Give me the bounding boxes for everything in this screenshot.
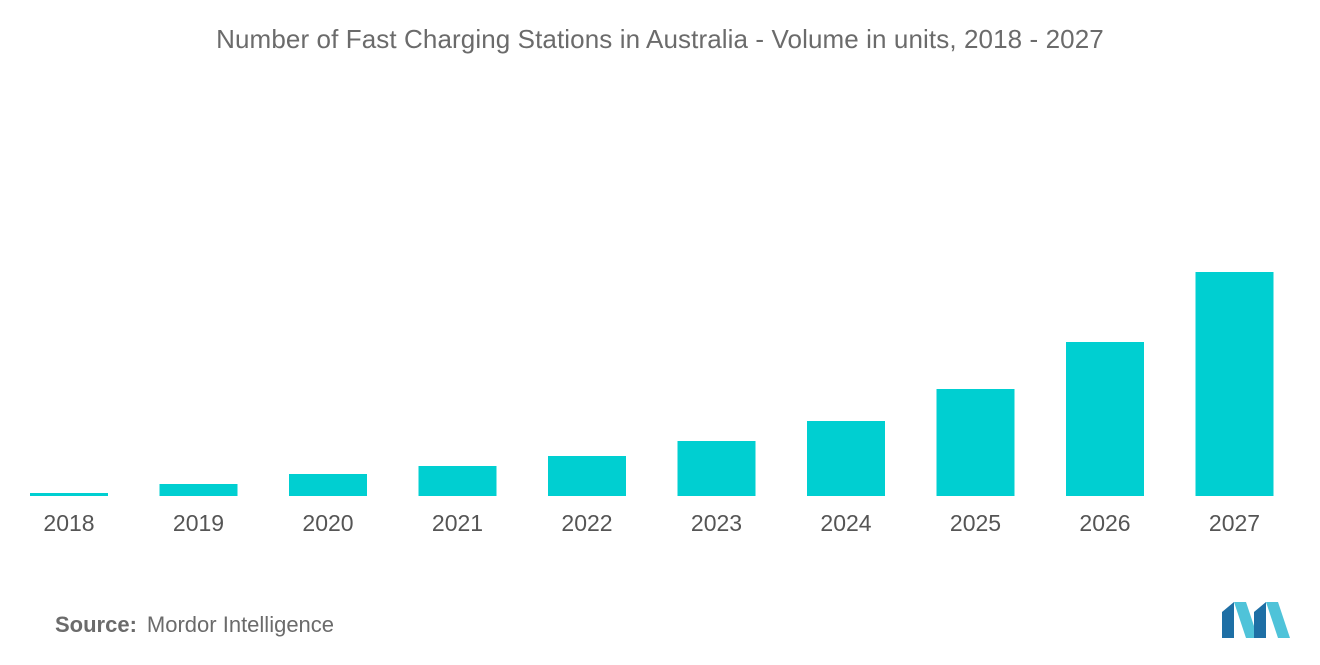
x-tick-label-2023: 2023 xyxy=(691,510,742,536)
x-tick-label-2018: 2018 xyxy=(43,510,94,536)
bar-chart: 2018 2019 2020 2021 2022 2023 2024 2025 2026 2027 xyxy=(30,272,1274,536)
x-tick-label-2027: 2027 xyxy=(1209,510,1260,536)
bar-2023 xyxy=(677,441,756,496)
x-tick-label-2020: 2020 xyxy=(302,510,353,536)
bar-2018 xyxy=(30,493,108,496)
bar-2021 xyxy=(418,466,497,496)
x-axis-tick-labels: 2018 2019 2020 2021 2022 2023 2024 2025 2026 2027 xyxy=(43,510,1260,536)
x-tick-label-2021: 2021 xyxy=(432,510,483,536)
bar-2019 xyxy=(159,484,238,496)
x-tick-label-2022: 2022 xyxy=(561,510,612,536)
mordor-intelligence-logo-icon xyxy=(1222,602,1290,638)
bar-2025 xyxy=(936,389,1015,496)
x-tick-label-2019: 2019 xyxy=(173,510,224,536)
bars-group xyxy=(30,272,1274,496)
source-value: Mordor Intelligence xyxy=(146,612,335,637)
source-label: Source: xyxy=(55,612,137,637)
x-tick-label-2026: 2026 xyxy=(1079,510,1130,536)
chart-title: Number of Fast Charging Stations in Aust… xyxy=(216,24,1104,54)
x-tick-label-2024: 2024 xyxy=(820,510,871,536)
bar-2022 xyxy=(548,456,626,496)
bar-2026 xyxy=(1066,342,1144,496)
source-line: Source: Mordor Intelligence xyxy=(55,612,334,638)
bar-2020 xyxy=(289,474,367,496)
x-tick-label-2025: 2025 xyxy=(950,510,1001,536)
bar-2024 xyxy=(807,421,885,496)
bar-2027 xyxy=(1195,272,1274,496)
